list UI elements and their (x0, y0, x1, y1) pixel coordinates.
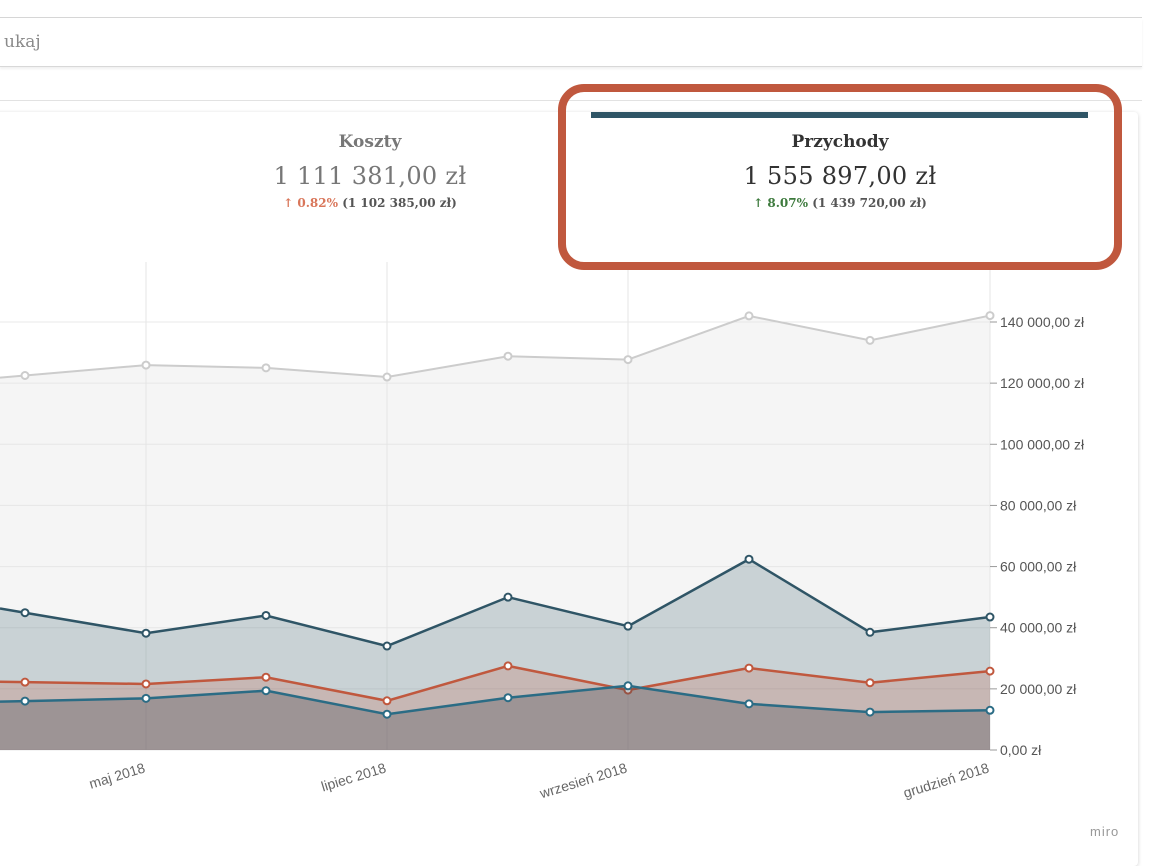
data-point (503, 661, 513, 671)
y-tick-label: 120 000,00 zł (1000, 375, 1085, 391)
y-tick-label: 140 000,00 zł (1000, 314, 1085, 330)
arrow-up-icon: ↑ (753, 196, 764, 210)
data-point (141, 360, 151, 370)
data-point (261, 672, 271, 682)
data-point (623, 355, 633, 365)
data-point (865, 335, 875, 345)
y-tick-label: 60 000,00 zł (1000, 559, 1077, 575)
data-point (141, 628, 151, 638)
data-point (865, 707, 875, 717)
highlight-annotation (558, 84, 1122, 270)
data-point (20, 696, 30, 706)
data-point (382, 372, 392, 382)
tab-revenue-title: Przychody (791, 132, 889, 152)
data-point (261, 610, 271, 620)
x-tick-label: lipiec 2018 (319, 760, 388, 795)
data-point (503, 351, 513, 361)
data-point (985, 612, 995, 622)
data-point (382, 641, 392, 651)
top-divider (0, 17, 1142, 18)
x-tick-label: wrzesień 2018 (537, 760, 629, 802)
data-point (141, 679, 151, 689)
series-area (0, 685, 990, 750)
active-tab-indicator (591, 112, 1088, 118)
tab-revenue-change: ↑ 8.07% (1 439 720,00 zł) (590, 196, 1090, 210)
series-line (0, 664, 991, 703)
data-point (623, 621, 633, 631)
data-point (985, 311, 995, 321)
tab-revenue-value: 1 555 897,00 zł (743, 162, 937, 190)
tab-costs-value: 1 111 381,00 zł (273, 162, 467, 190)
data-point (20, 677, 30, 687)
data-point (985, 666, 995, 676)
data-point (261, 363, 271, 373)
data-point (382, 696, 392, 706)
search-bar[interactable]: ukaj (0, 18, 1142, 67)
watermark: miro (1090, 824, 1120, 839)
chart-card (0, 112, 1138, 866)
series-area (0, 665, 990, 750)
series-line (0, 314, 991, 379)
y-tick-label: 80 000,00 zł (1000, 497, 1077, 513)
series-line (0, 557, 991, 648)
data-point (985, 705, 995, 715)
data-point (744, 554, 754, 564)
data-point (382, 709, 392, 719)
x-tick-label: maj 2018 (87, 760, 147, 792)
series-line (0, 684, 991, 716)
data-point (503, 693, 513, 703)
data-point (744, 311, 754, 321)
data-point (261, 686, 271, 696)
series-area (0, 315, 990, 750)
data-point (503, 592, 513, 602)
tab-revenue-change-pct: 8.07% (767, 196, 809, 210)
data-point (744, 663, 754, 673)
tab-costs-title: Koszty (338, 132, 402, 152)
data-point (20, 608, 30, 618)
tab-costs-change-pct: 0.82% (297, 196, 339, 210)
data-point (623, 681, 633, 691)
tab-costs-change: ↑ 0.82% (1 102 385,00 zł) (190, 196, 550, 210)
tab-revenue[interactable]: Przychody 1 555 897,00 zł ↑ 8.07% (1 439… (590, 132, 1090, 210)
y-tick-label: 40 000,00 zł (1000, 620, 1077, 636)
y-tick-label: 20 000,00 zł (1000, 681, 1077, 697)
x-tick-label: grudzień 2018 (901, 760, 991, 801)
data-point (20, 371, 30, 380)
tab-costs-change-prev: (1 102 385,00 zł) (342, 196, 457, 210)
tab-revenue-change-prev: (1 439 720,00 zł) (812, 196, 927, 210)
data-point (865, 678, 875, 688)
y-tick-label: 100 000,00 zł (1000, 436, 1085, 452)
data-point (141, 693, 151, 703)
arrow-up-icon: ↑ (283, 196, 294, 210)
tab-costs[interactable]: Koszty 1 111 381,00 zł ↑ 0.82% (1 102 38… (190, 132, 550, 210)
data-point (865, 627, 875, 637)
data-point (744, 699, 754, 709)
search-input-text[interactable]: ukaj (4, 32, 41, 52)
y-tick-label: 0,00 zł (1000, 742, 1042, 758)
